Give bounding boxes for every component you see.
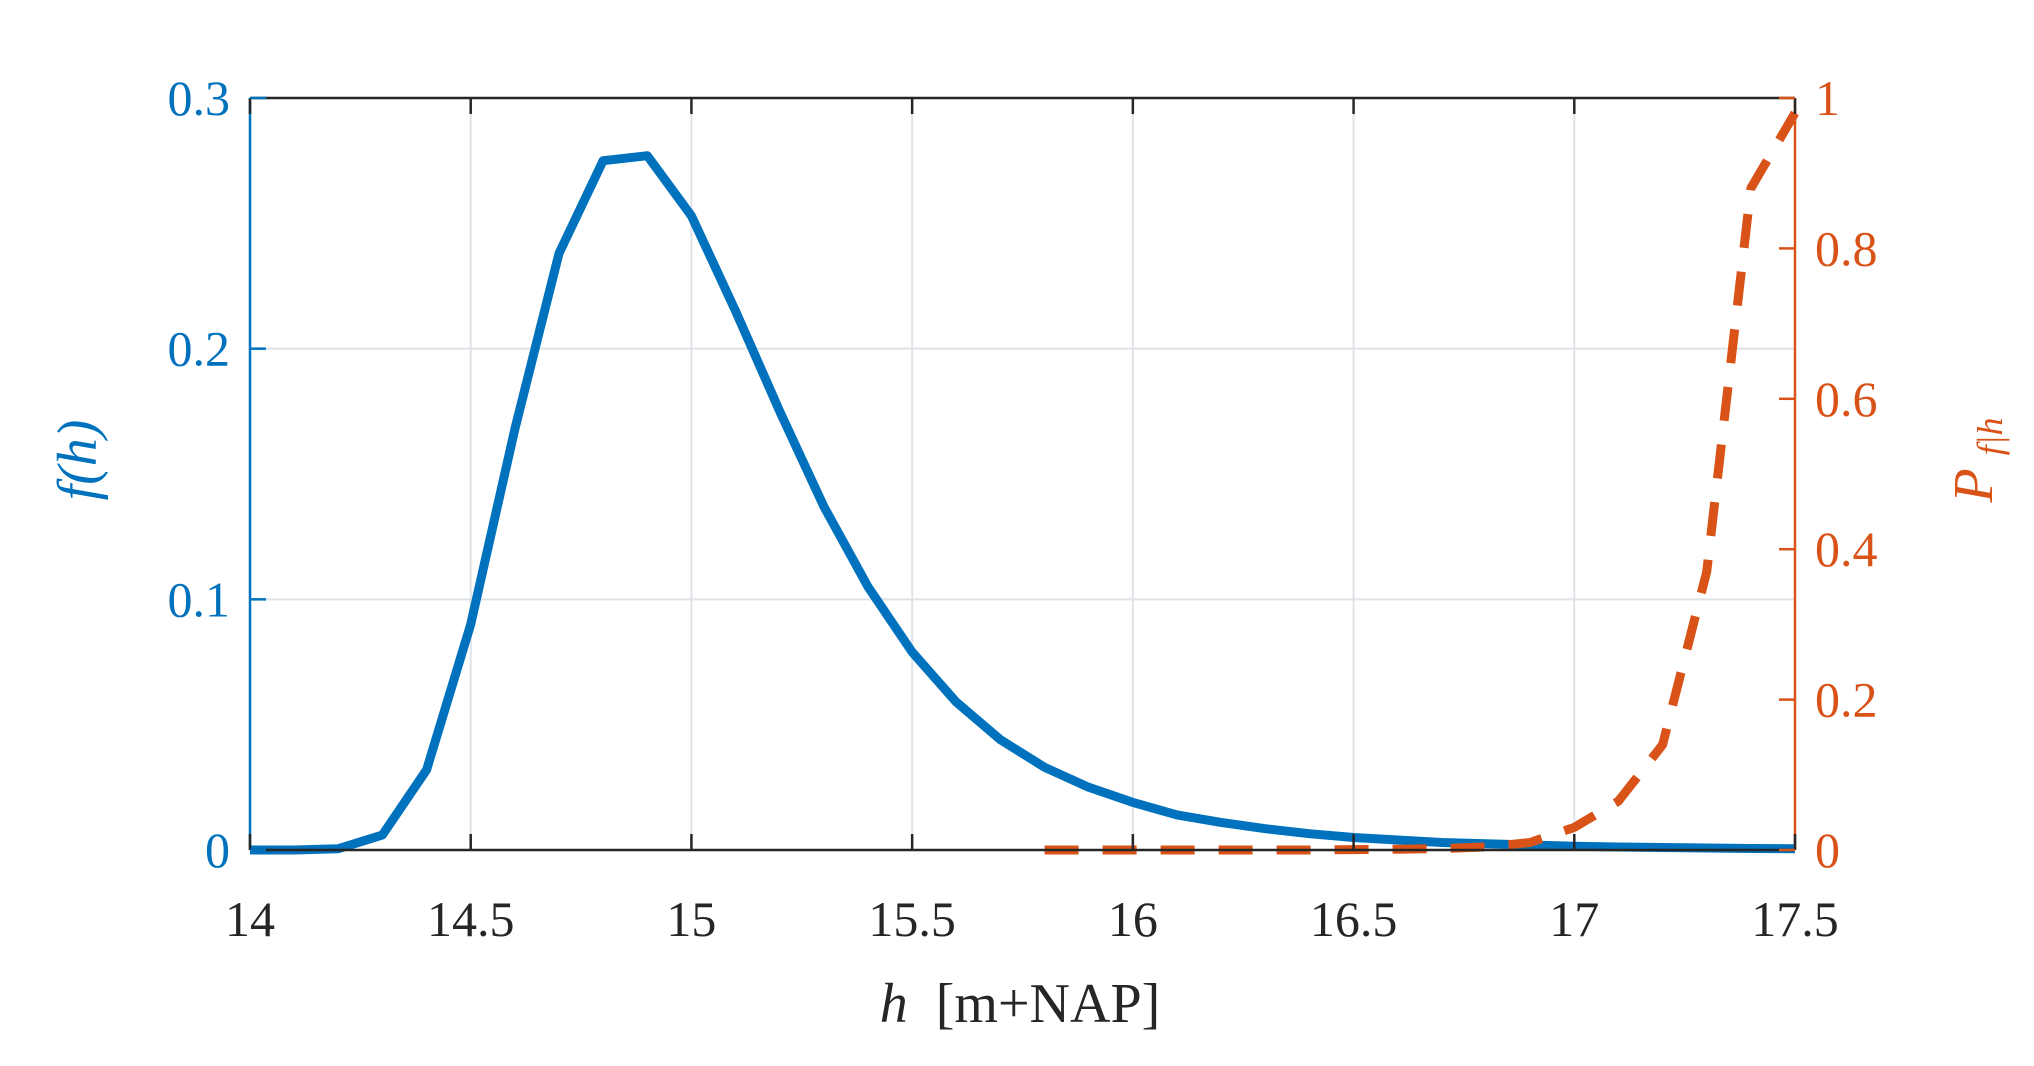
- y-left-tick-label: 0.3: [168, 70, 231, 126]
- x-tick-label: 16.5: [1310, 891, 1398, 947]
- y-right-tick-label: 0.6: [1815, 371, 1878, 427]
- y-right-tick-label: 0: [1815, 822, 1840, 878]
- y-right-axis-label-sub: f|h: [1970, 417, 2010, 455]
- x-tick-label: 15: [666, 891, 716, 947]
- y-left-tick-label: 0: [205, 822, 230, 878]
- y-right-axis-label: P f|h: [1943, 417, 2010, 503]
- y-right-tick-label: 1: [1815, 70, 1840, 126]
- axes-frame: [248, 96, 1797, 852]
- x-axis-label-var: h: [880, 973, 908, 1035]
- series-line-density: [250, 151, 1796, 855]
- axis-labels: h [m+NAP] f(h) P f|h: [47, 417, 2010, 1035]
- y-right-tick-label: 0.4: [1815, 521, 1878, 577]
- y-left-tick-label: 0.2: [168, 321, 231, 377]
- x-tick-label: 15.5: [868, 891, 956, 947]
- series-line-probability: [1044, 110, 1799, 855]
- x-tick-label: 14.5: [427, 891, 515, 947]
- plot-area: [250, 110, 1799, 855]
- ticks: 14 14.5 15 15.5 16 16.5 17 17.5 0 0.1 0.2 0.3 0 0.2 0.…: [168, 70, 1878, 947]
- y-right-tick-label: 0.2: [1815, 672, 1878, 728]
- x-axis-label: h [m+NAP]: [880, 973, 1160, 1035]
- x-tick-label: 14: [225, 891, 275, 947]
- y-left-axis-label: f(h): [47, 420, 109, 501]
- x-tick-label: 17: [1549, 891, 1599, 947]
- y-right-axis-label-main: P: [1943, 469, 2005, 503]
- x-tick-label: 17.5: [1751, 891, 1839, 947]
- x-tick-label: 16: [1108, 891, 1158, 947]
- y-left-tick-label: 0.1: [168, 571, 231, 627]
- x-axis-label-unit: [m+NAP]: [936, 973, 1160, 1035]
- y-right-tick-label: 0.8: [1815, 220, 1878, 276]
- grid: [250, 98, 1795, 850]
